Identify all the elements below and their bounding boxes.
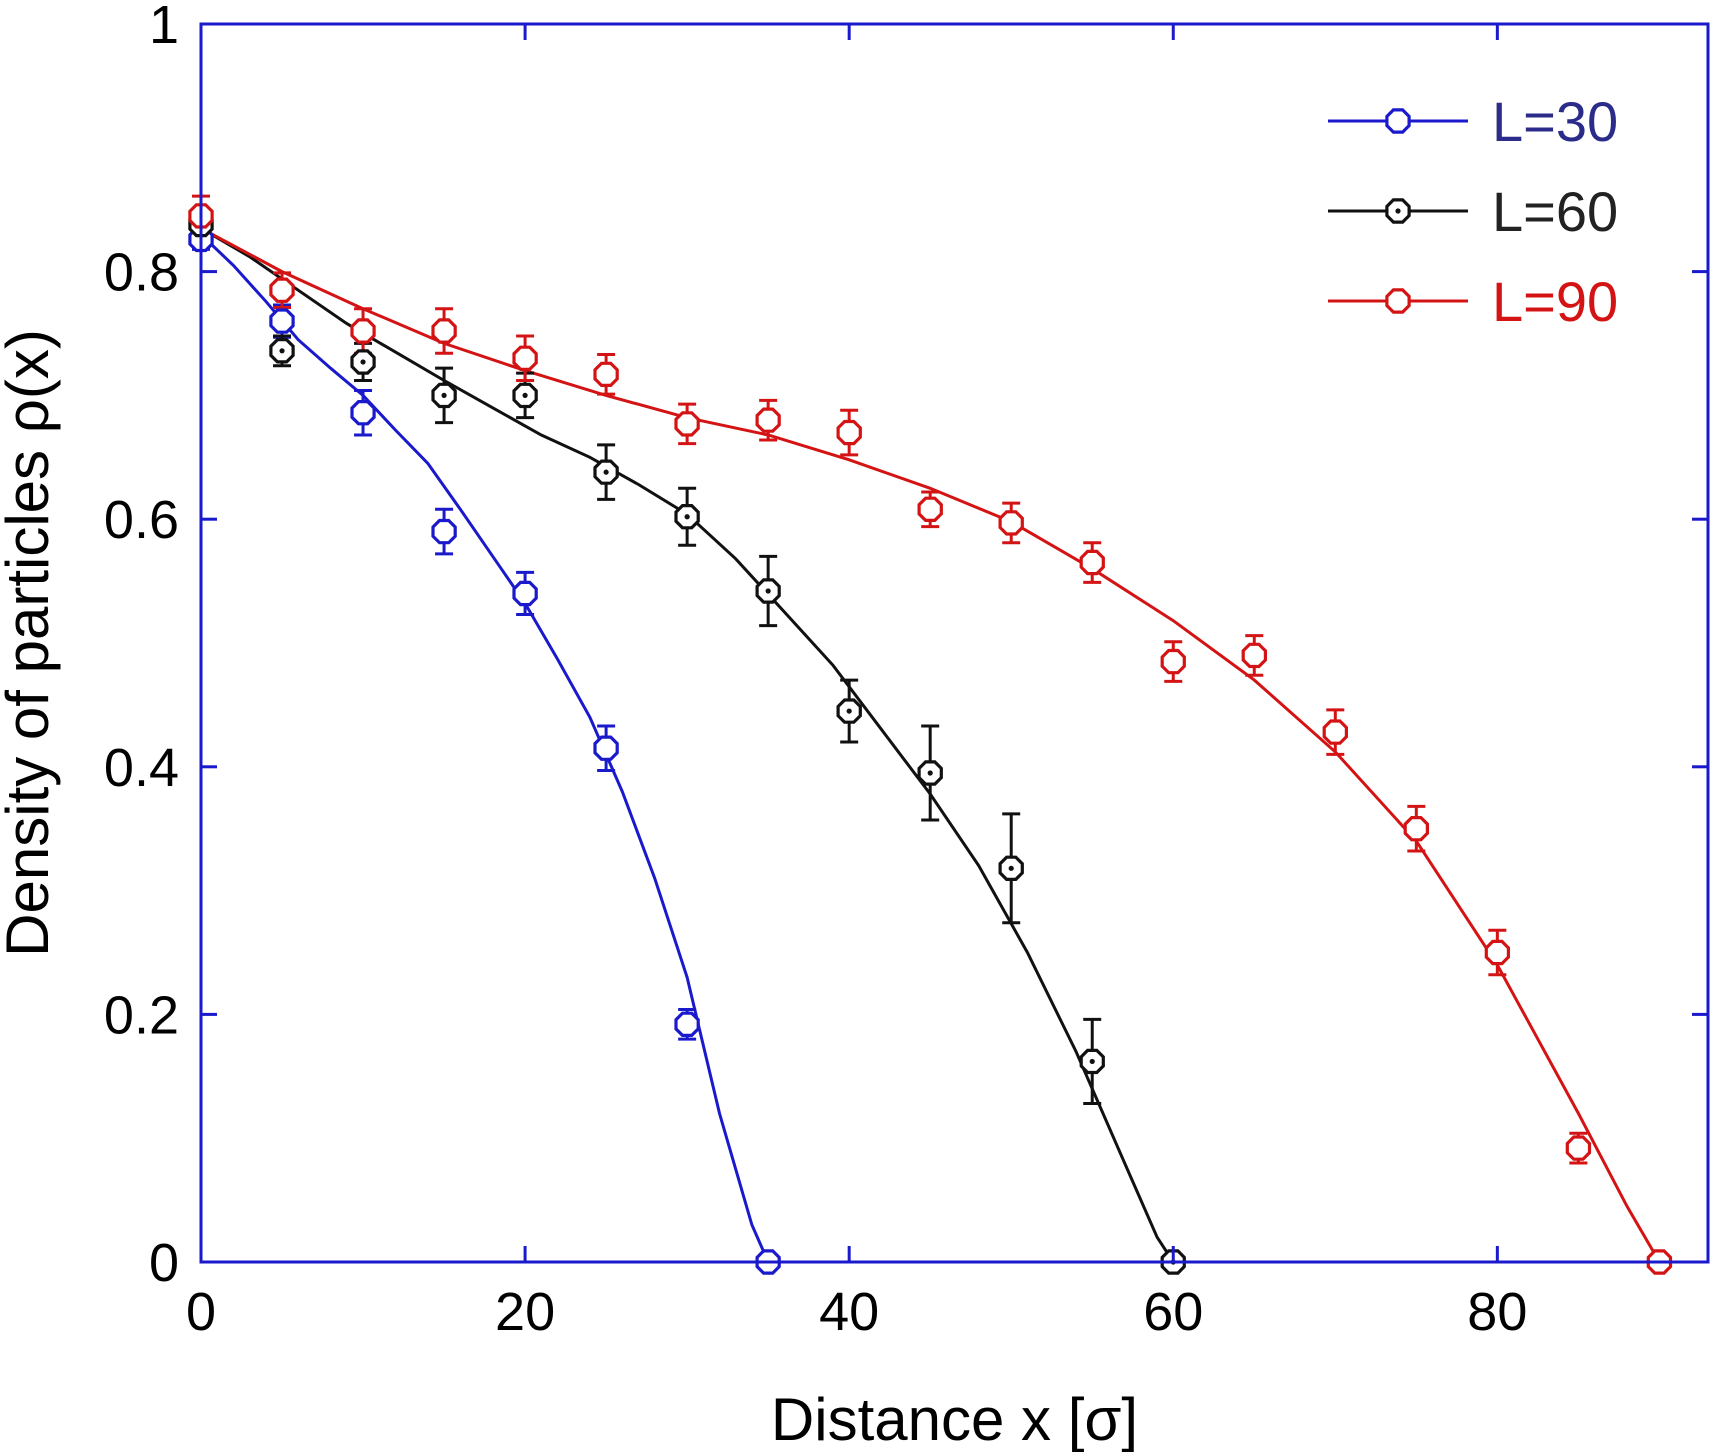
marker-l90 bbox=[1079, 549, 1105, 576]
marker-l90 bbox=[593, 361, 619, 387]
marker-l90 bbox=[431, 318, 457, 344]
marker-dot-l60 bbox=[1008, 865, 1014, 871]
x-tick-label: 20 bbox=[495, 1282, 555, 1342]
legend-label-l60: L=60 bbox=[1492, 180, 1618, 243]
marker-l90 bbox=[1403, 815, 1430, 842]
marker-dot-l60 bbox=[765, 588, 771, 594]
x-tick-label: 60 bbox=[1143, 1282, 1203, 1342]
y-tick-label: 0.2 bbox=[104, 985, 179, 1045]
y-tick-label: 0.4 bbox=[104, 738, 179, 798]
y-tick-label: 0.6 bbox=[104, 490, 179, 550]
marker-l90 bbox=[755, 407, 781, 433]
legend-marker-dot-l60 bbox=[1395, 208, 1401, 214]
marker-l90 bbox=[1565, 1135, 1592, 1161]
y-tick-label: 1 bbox=[149, 0, 179, 55]
curve-l90 bbox=[200, 226, 1661, 1263]
marker-l90 bbox=[512, 345, 538, 371]
marker-l30 bbox=[269, 308, 295, 334]
y-tick-label: 0 bbox=[149, 1233, 179, 1293]
marker-l90 bbox=[917, 496, 943, 523]
marker-dot-l60 bbox=[441, 392, 447, 398]
tick-labels: 0 20 40 60 80 0 0.2 0.4 0.6 0.8 1 bbox=[104, 0, 1527, 1342]
marker-dot-l60 bbox=[279, 348, 285, 354]
data-markers bbox=[188, 203, 1673, 1275]
marker-dot-l60 bbox=[684, 514, 690, 520]
marker-dot-l60 bbox=[846, 708, 852, 714]
error-bars bbox=[192, 194, 1588, 1165]
marker-l30 bbox=[674, 1011, 700, 1038]
marker-l90 bbox=[1241, 642, 1268, 669]
marker-l30 bbox=[512, 580, 538, 607]
marker-l90 bbox=[998, 510, 1024, 536]
y-axis-title: Density of particles ρ(x) bbox=[0, 329, 61, 957]
x-tick-label: 40 bbox=[819, 1282, 879, 1342]
marker-l90 bbox=[269, 277, 295, 303]
legend-label-l90: L=90 bbox=[1492, 270, 1618, 333]
legend-label-l30: L=30 bbox=[1492, 90, 1618, 153]
legend-marker-l90 bbox=[1385, 288, 1411, 314]
legend-marker-l30 bbox=[1385, 108, 1411, 134]
marker-dot-l60 bbox=[360, 359, 366, 365]
legend: L=30 L=60 L=90 bbox=[1328, 90, 1618, 333]
marker-l90 bbox=[1484, 939, 1511, 966]
marker-l30 bbox=[593, 735, 619, 761]
x-tick-label: 0 bbox=[186, 1282, 216, 1342]
curve-l30 bbox=[199, 233, 770, 1263]
marker-l90 bbox=[674, 411, 700, 437]
marker-dot-l60 bbox=[603, 469, 609, 475]
marker-l30 bbox=[350, 400, 376, 426]
marker-l90 bbox=[836, 419, 862, 446]
marker-l90 bbox=[1322, 719, 1349, 745]
x-tick-label: 80 bbox=[1467, 1282, 1527, 1342]
x-axis-title: Distance x [σ] bbox=[771, 1386, 1138, 1452]
marker-l90 bbox=[350, 318, 376, 344]
marker-dot-l60 bbox=[927, 770, 933, 776]
plot-border bbox=[199, 22, 1710, 1264]
marker-dot-l60 bbox=[522, 392, 528, 398]
y-tick-label: 0.8 bbox=[104, 243, 179, 303]
plot-frame bbox=[199, 22, 1710, 1264]
marker-l30 bbox=[431, 518, 457, 545]
axis-ticks bbox=[199, 22, 1708, 1264]
marker-dot-l60 bbox=[1089, 1058, 1095, 1065]
marker-l90 bbox=[1160, 648, 1186, 675]
